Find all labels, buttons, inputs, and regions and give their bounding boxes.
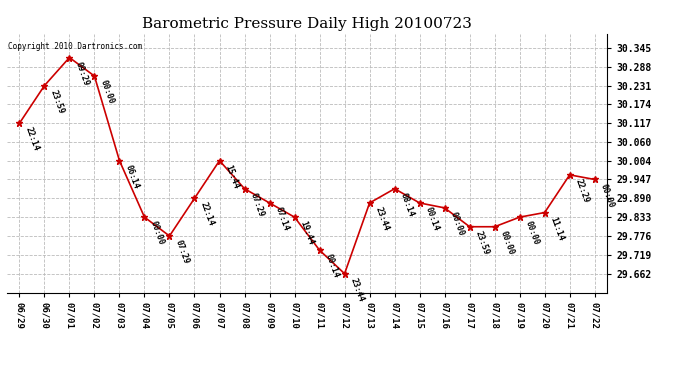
Text: 00:14: 00:14 (324, 253, 341, 279)
Text: 00:00: 00:00 (499, 230, 516, 256)
Text: 23:59: 23:59 (474, 230, 491, 256)
Text: 11:14: 11:14 (549, 215, 566, 242)
Text: Copyright 2010 Dartronics.com: Copyright 2010 Dartronics.com (8, 42, 142, 51)
Text: 22:14: 22:14 (199, 201, 216, 228)
Title: Barometric Pressure Daily High 20100723: Barometric Pressure Daily High 20100723 (142, 17, 472, 31)
Text: 00:00: 00:00 (448, 211, 466, 237)
Text: 00:00: 00:00 (99, 79, 116, 105)
Text: 00:14: 00:14 (424, 206, 441, 232)
Text: 00:00: 00:00 (524, 220, 541, 246)
Text: 00:00: 00:00 (599, 182, 616, 209)
Text: 09:29: 09:29 (74, 60, 90, 87)
Text: 15:44: 15:44 (224, 164, 241, 190)
Text: 07:29: 07:29 (174, 239, 190, 266)
Text: 00:00: 00:00 (148, 220, 166, 246)
Text: 19:44: 19:44 (299, 220, 316, 246)
Text: 22:14: 22:14 (23, 126, 41, 153)
Text: 07:29: 07:29 (248, 192, 266, 218)
Text: 08:14: 08:14 (399, 192, 416, 218)
Text: 23:44: 23:44 (348, 276, 366, 303)
Text: 06:14: 06:14 (124, 164, 141, 190)
Text: 07:14: 07:14 (274, 206, 290, 232)
Text: 23:44: 23:44 (374, 206, 391, 232)
Text: 23:59: 23:59 (48, 88, 66, 115)
Text: 22:29: 22:29 (574, 178, 591, 204)
